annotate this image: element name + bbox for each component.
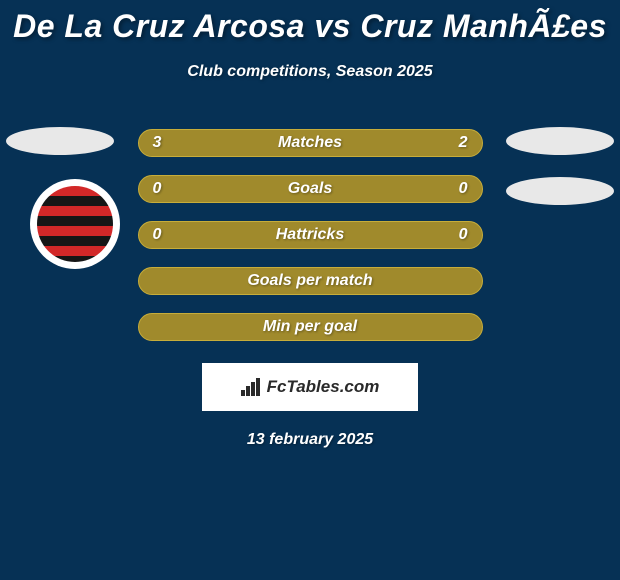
page-subtitle: Club competitions, Season 2025: [0, 63, 620, 81]
stat-row-hattricks: 0 Hattricks 0: [138, 221, 483, 249]
stat-row-goals-per-match: Goals per match: [138, 267, 483, 295]
stat-row-goals: 0 Goals 0: [138, 175, 483, 203]
date-text: 13 february 2025: [0, 431, 620, 449]
stat-label: Min per goal: [139, 318, 482, 336]
stat-row-min-per-goal: Min per goal: [138, 313, 483, 341]
branding-text: FcTables.com: [267, 377, 380, 397]
stat-label: Goals per match: [139, 272, 482, 290]
player-right-badge-placeholder-2: [506, 177, 614, 205]
stat-row-matches: 3 Matches 2: [138, 129, 483, 157]
stats-section: 3 Matches 2 0 Goals 0 0 Hattricks 0 Goal…: [0, 129, 620, 449]
bar-chart-icon: [241, 378, 263, 396]
stat-label: Goals: [139, 180, 482, 198]
stat-right-value: 0: [459, 180, 468, 198]
player-left-badge-placeholder: [6, 127, 114, 155]
stat-bars: 3 Matches 2 0 Goals 0 0 Hattricks 0 Goal…: [138, 129, 483, 341]
page-title: De La Cruz Arcosa vs Cruz ManhÃ£es: [0, 0, 620, 45]
branding-box: FcTables.com: [202, 363, 418, 411]
stat-right-value: 0: [459, 226, 468, 244]
stat-right-value: 2: [459, 134, 468, 152]
player-right-badge-placeholder-1: [506, 127, 614, 155]
stat-label: Hattricks: [139, 226, 482, 244]
club-crest: [30, 179, 120, 269]
stat-label: Matches: [139, 134, 482, 152]
